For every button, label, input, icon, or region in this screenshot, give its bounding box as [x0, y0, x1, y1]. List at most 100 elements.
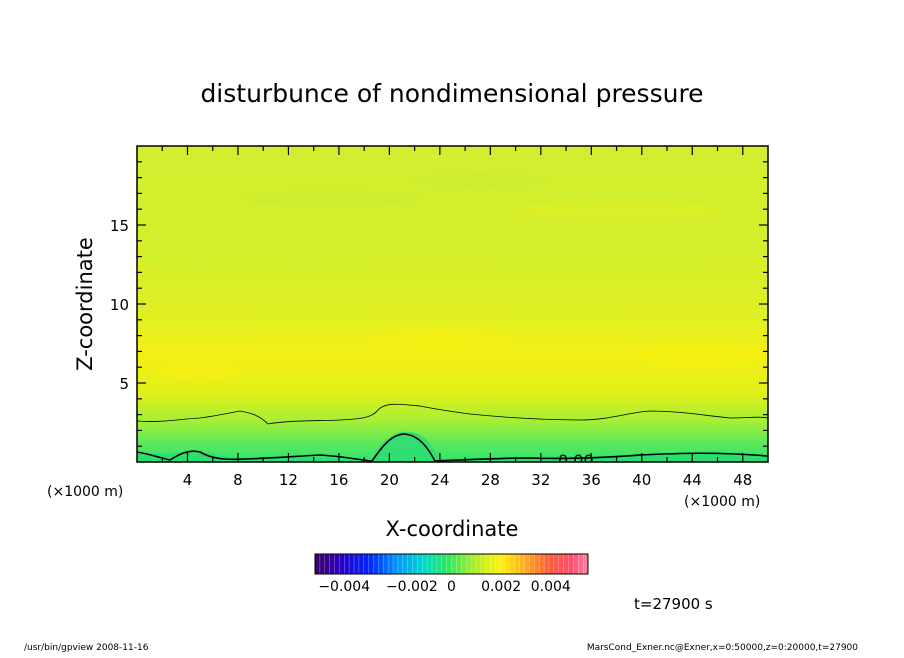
- colorbar-cell: [407, 554, 413, 574]
- colorbar-cell: [417, 554, 423, 574]
- colorbar-cell: [393, 554, 399, 574]
- y-axis: 5 10 15: [110, 161, 768, 447]
- footer-left: /usr/bin/gpview 2008-11-16: [24, 643, 149, 653]
- x-tick-label: 16: [329, 471, 348, 489]
- field-patch: [137, 250, 370, 270]
- colorbar-cell: [558, 554, 564, 574]
- colorbar-cell: [383, 554, 389, 574]
- surface-band: [137, 451, 768, 462]
- colorbar-tick-label: −0.004: [318, 579, 370, 595]
- colorbar-cell: [339, 554, 345, 574]
- colorbar-cell: [422, 554, 428, 574]
- x-tick-label: 4: [183, 471, 193, 489]
- colorbar-cell: [568, 554, 574, 574]
- field-patch: [240, 190, 420, 206]
- colorbar-cell: [510, 554, 516, 574]
- colorbar-cell: [514, 554, 521, 574]
- colorbar-cell: [456, 554, 462, 574]
- colorbar-cell: [397, 554, 404, 574]
- colorbar-cell: [461, 554, 467, 574]
- chart-title: disturbunce of nondimensional pressure: [200, 79, 703, 108]
- colorbar-cell: [334, 554, 340, 574]
- field-background: [137, 146, 768, 462]
- colorbar-cell: [539, 554, 545, 574]
- x-tick-label: 36: [582, 471, 601, 489]
- colorbar-cell: [519, 554, 525, 574]
- x-axis-label: X-coordinate: [386, 517, 519, 541]
- colorbar-tick-label: −0.002: [386, 579, 438, 595]
- footer-right: MarsCond_Exner.nc@Exner,x=0:50000,z=0:20…: [587, 643, 858, 653]
- y-tick-label: 5: [119, 375, 129, 393]
- colorbar-cell: [534, 554, 540, 574]
- colorbar-tick-label: 0: [447, 579, 456, 595]
- colorbar-cell: [524, 554, 530, 574]
- colorbar-cell: [578, 554, 584, 574]
- colorbar-cell: [354, 554, 360, 574]
- contour-line-upper: [137, 403, 768, 425]
- colorbar-cell: [329, 554, 335, 574]
- x-tick-label: 44: [683, 471, 702, 489]
- field-patch: [635, 343, 765, 367]
- colorbar-cell: [446, 554, 452, 574]
- colorbar-cell: [544, 554, 550, 574]
- colorbar-cell: [466, 554, 472, 574]
- colorbar-cell: [368, 554, 374, 574]
- y-axis-label: Z-coordinate: [73, 237, 97, 371]
- colorbar-cell: [373, 554, 379, 574]
- colorbar-cell: [563, 554, 569, 574]
- time-label: t=27900 s: [634, 595, 713, 613]
- colorbar-cell: [378, 554, 384, 574]
- x-unit-left: (×1000 m): [47, 484, 123, 500]
- plot-area: 0.00: [137, 146, 768, 470]
- colorbar-ticks: −0.004 −0.002 0 0.002 0.004: [318, 579, 571, 595]
- field-patch: [410, 173, 550, 187]
- y-tick-label: 15: [110, 217, 129, 235]
- colorbar-cell: [505, 554, 511, 574]
- surface-bump: [370, 431, 440, 462]
- colorbar: [314, 553, 589, 575]
- colorbar-cell: [485, 554, 491, 574]
- colorbar-cell: [451, 554, 457, 574]
- colorbar-cell: [388, 554, 394, 574]
- x-tick-label: 48: [733, 471, 752, 489]
- colorbar-cell: [349, 554, 355, 574]
- colorbar-cell: [436, 554, 443, 574]
- contour-line-zero: [137, 433, 768, 462]
- colorbar-cell: [549, 554, 555, 574]
- x-tick-label: 40: [632, 471, 651, 489]
- colorbar-cell: [480, 554, 486, 574]
- x-unit-right: (×1000 m): [684, 494, 760, 510]
- colorbar-cell: [319, 554, 326, 574]
- x-tick-label: 32: [531, 471, 550, 489]
- colorbar-cell: [363, 554, 369, 574]
- colorbar-cell: [427, 554, 433, 574]
- colorbar-cell: [583, 554, 589, 574]
- x-tick-label: 24: [430, 471, 449, 489]
- colorbar-cell: [324, 554, 330, 574]
- colorbar-tick-label: 0.002: [481, 579, 521, 595]
- field-patch: [370, 328, 510, 352]
- colorbar-cell: [500, 554, 506, 574]
- colorbar-cell: [358, 554, 365, 574]
- contour-label: 0.00: [558, 451, 594, 470]
- colorbar-cell: [432, 554, 438, 574]
- colorbar-cell: [573, 554, 579, 574]
- colorbar-cell: [402, 554, 408, 574]
- x-tick-label: 20: [380, 471, 399, 489]
- y-tick-label: 10: [110, 296, 129, 314]
- colorbar-cell: [495, 554, 501, 574]
- colorbar-cell: [471, 554, 477, 574]
- field-patch: [460, 253, 740, 271]
- x-tick-label: 12: [279, 471, 298, 489]
- colorbar-frame: [314, 553, 589, 575]
- x-tick-label: 28: [481, 471, 500, 489]
- x-axis: 4 8 12 16 20 24 28 32 36 40 44 48: [161, 146, 752, 489]
- colorbar-cell: [475, 554, 482, 574]
- x-tick-label: 8: [233, 471, 243, 489]
- colorbar-cell: [553, 554, 560, 574]
- colorbar-cell: [412, 554, 418, 574]
- field-patch: [510, 201, 730, 219]
- colorbar-cell: [490, 554, 496, 574]
